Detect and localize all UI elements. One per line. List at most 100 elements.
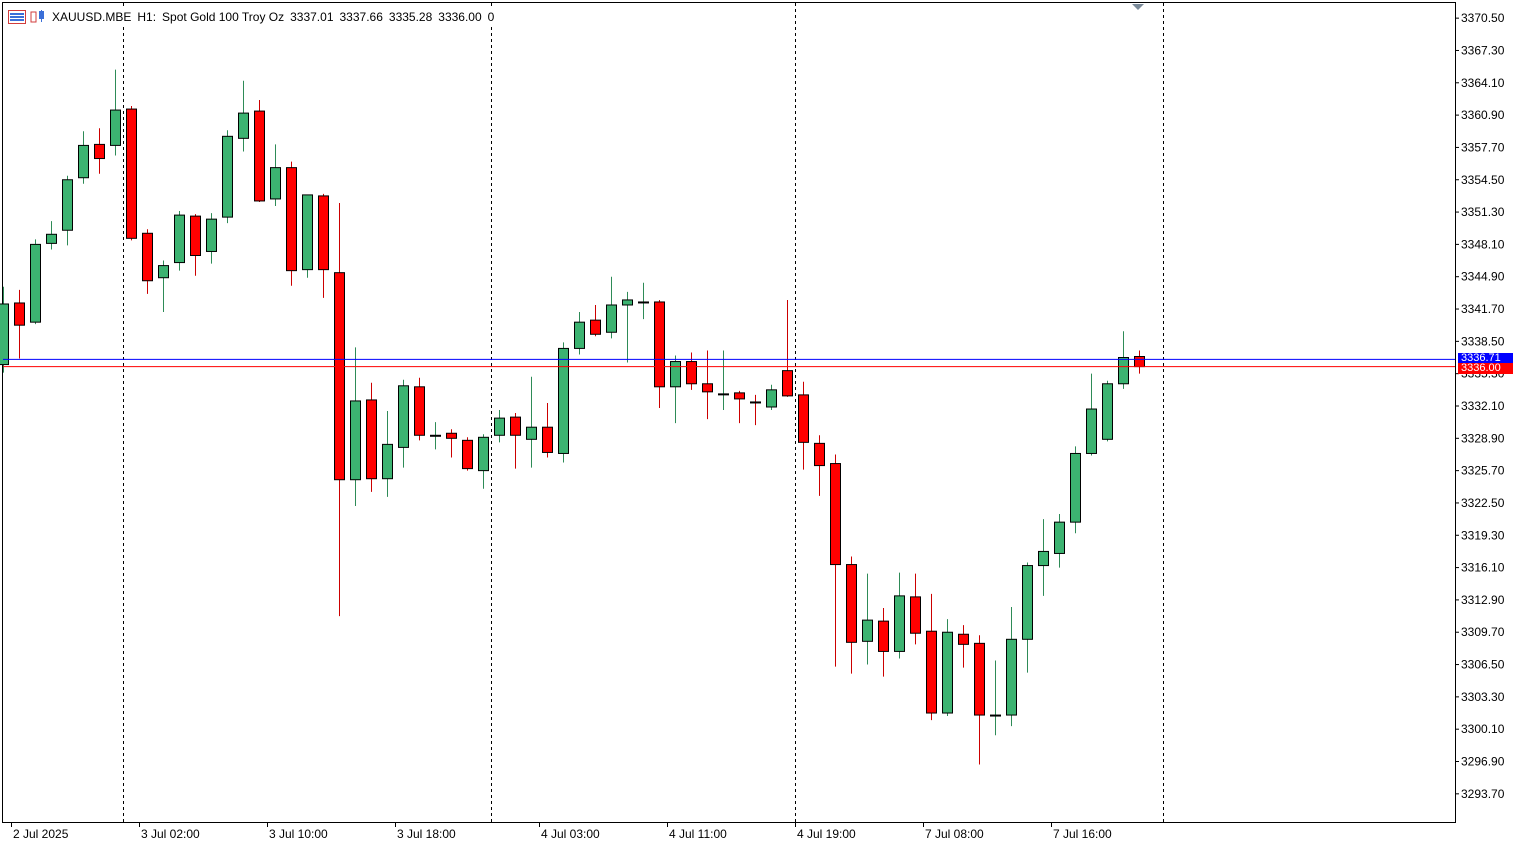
candle[interactable] [430, 422, 441, 450]
candle[interactable] [958, 625, 969, 668]
candle[interactable] [78, 131, 89, 184]
candle[interactable] [350, 347, 361, 506]
candle[interactable] [638, 282, 649, 320]
candle[interactable] [590, 304, 601, 337]
candle[interactable] [46, 221, 57, 250]
candle[interactable] [1054, 514, 1065, 568]
candle[interactable] [1118, 331, 1129, 389]
candle[interactable] [862, 573, 873, 665]
candle-body [958, 633, 969, 645]
candle-body [30, 243, 41, 323]
candle[interactable] [446, 429, 457, 458]
candle[interactable] [894, 572, 905, 659]
candle[interactable] [14, 289, 25, 359]
candle[interactable] [814, 435, 825, 496]
candle[interactable] [558, 342, 569, 463]
candle[interactable] [462, 437, 473, 471]
candle-body [686, 361, 697, 385]
candle[interactable] [318, 193, 329, 298]
candle[interactable] [206, 213, 217, 264]
candle[interactable] [302, 194, 313, 278]
candle[interactable] [254, 99, 265, 202]
candle[interactable] [494, 410, 505, 443]
candle[interactable] [382, 411, 393, 497]
candle-body [78, 144, 89, 179]
price-tick-label: 3357.70 [1461, 140, 1505, 154]
candle[interactable] [782, 299, 793, 397]
candle[interactable] [1006, 606, 1017, 727]
candle[interactable] [158, 260, 169, 313]
time-tick-label: 7 Jul 08:00 [925, 827, 984, 841]
candle[interactable] [798, 381, 809, 470]
candle-body [1006, 638, 1017, 716]
candle[interactable] [718, 350, 729, 411]
candle[interactable] [702, 350, 713, 420]
candle[interactable] [1134, 350, 1145, 374]
price-tick-label: 3312.90 [1461, 593, 1505, 607]
candle[interactable] [366, 382, 377, 492]
time-axis[interactable]: 2 Jul 2025 3 Jul 02:00 3 Jul 10:00 3 Jul 18… [11, 822, 1113, 841]
candle[interactable] [574, 312, 585, 355]
candle-body [334, 272, 345, 481]
candle[interactable] [270, 144, 281, 207]
candle[interactable] [1038, 519, 1049, 596]
candles-layer [0, 69, 1145, 765]
candle[interactable] [942, 619, 953, 717]
chart-type-icon[interactable] [30, 10, 48, 24]
scroll-marker-icon[interactable] [1132, 4, 1144, 10]
candle[interactable] [670, 355, 681, 424]
price-tick-label: 3351.30 [1461, 205, 1505, 219]
candle[interactable] [686, 352, 697, 390]
candle[interactable] [830, 454, 841, 667]
price-tick-label: 3338.50 [1461, 334, 1505, 348]
candle-body [910, 596, 921, 634]
candle-body [862, 619, 873, 642]
candle[interactable] [334, 202, 345, 617]
candle-body [1118, 357, 1129, 385]
candle[interactable] [94, 128, 105, 174]
candle[interactable] [734, 390, 745, 424]
candle[interactable] [990, 660, 1001, 736]
candle[interactable] [766, 384, 777, 411]
candle[interactable] [1102, 380, 1113, 442]
candle-body [1070, 452, 1081, 523]
candle[interactable] [398, 379, 409, 468]
candle[interactable] [750, 394, 761, 426]
candle[interactable] [190, 214, 201, 276]
candle[interactable] [62, 175, 73, 246]
price-axis[interactable]: 3370.50 3367.30 3364.10 3360.90 3357.70 3354.… [1455, 11, 1505, 801]
candle[interactable] [622, 291, 633, 363]
candle[interactable] [0, 286, 9, 373]
candle-body [510, 416, 521, 436]
candle[interactable] [846, 556, 857, 674]
candle[interactable] [926, 593, 937, 721]
candle[interactable] [526, 376, 537, 468]
ohlc-open: 3337.01 [290, 10, 334, 24]
candle[interactable] [174, 211, 185, 271]
candle[interactable] [606, 276, 617, 339]
candle[interactable] [414, 377, 425, 441]
candle[interactable] [1022, 562, 1033, 673]
candle[interactable] [510, 413, 521, 469]
candle[interactable] [878, 607, 889, 677]
candle[interactable] [478, 434, 489, 489]
candle[interactable] [542, 402, 553, 458]
candle[interactable] [222, 130, 233, 224]
candle[interactable] [238, 80, 249, 152]
candle[interactable] [30, 239, 41, 325]
candle[interactable] [1086, 373, 1097, 456]
candle[interactable] [1070, 446, 1081, 534]
price-tick-label: 3325.70 [1461, 464, 1505, 478]
candle[interactable] [286, 161, 297, 286]
chart-window-icon[interactable] [8, 10, 26, 24]
candle[interactable] [910, 573, 921, 645]
candle-body [62, 179, 73, 231]
candle[interactable] [654, 299, 665, 409]
candle[interactable] [110, 69, 121, 156]
candle[interactable] [974, 635, 985, 765]
candle[interactable] [126, 106, 137, 241]
candle[interactable] [142, 229, 153, 294]
candle-body [894, 595, 905, 652]
